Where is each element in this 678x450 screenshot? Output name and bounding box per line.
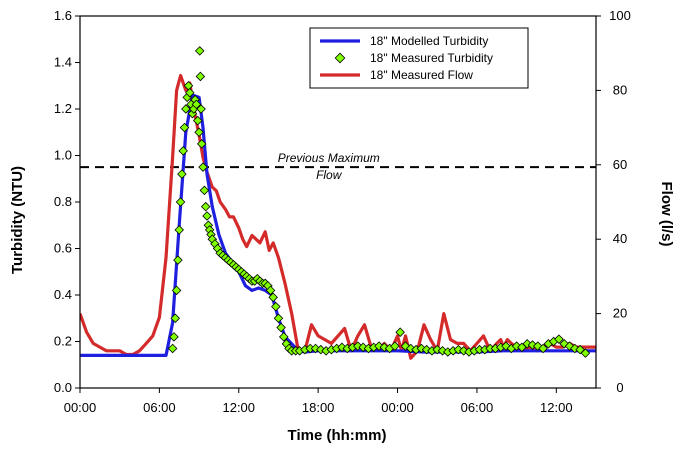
y-left-tick-label: 1.0 bbox=[54, 148, 72, 163]
measured-turbidity-point bbox=[195, 71, 206, 82]
x-axis-title: Time (hh:mm) bbox=[288, 427, 387, 444]
measured-turbidity-point bbox=[194, 46, 205, 56]
measured-turbidity-point bbox=[192, 115, 203, 126]
legend-box bbox=[309, 27, 529, 89]
x-tick-label: 06:00 bbox=[461, 400, 494, 415]
measured-turbidity-point bbox=[185, 87, 195, 98]
measured-turbidity-point bbox=[196, 139, 207, 149]
measured-turbidity-point bbox=[390, 341, 400, 351]
y-left-tick-label: 0.4 bbox=[54, 287, 72, 302]
measured-turbidity-point bbox=[273, 313, 284, 324]
measured-turbidity-point bbox=[196, 104, 206, 114]
series-layer bbox=[80, 46, 596, 360]
measured-turbidity-point bbox=[169, 332, 179, 342]
measured-turbidity-point bbox=[170, 313, 181, 324]
legend-label-0: 18" Modelled Turbidity bbox=[370, 34, 488, 48]
reference-line-layer: Previous Maximum Flow bbox=[80, 151, 596, 182]
series-line-2 bbox=[80, 73, 596, 360]
measured-turbidity-point bbox=[570, 343, 580, 354]
y-axis-left-title: Turbidity (NTU) bbox=[9, 166, 26, 274]
measured-turbidity-point bbox=[200, 201, 211, 212]
y-left-tick-label: 0.2 bbox=[54, 334, 72, 349]
measured-turbidity-point bbox=[171, 285, 182, 296]
measured-turbidity-point bbox=[522, 339, 532, 349]
measured-turbidity-point bbox=[194, 127, 204, 138]
measured-turbidity-point bbox=[199, 185, 210, 196]
measured-turbidity-point bbox=[265, 285, 276, 296]
y-left-tick-label: 0.6 bbox=[54, 241, 72, 256]
y-right-tick-label: 100 bbox=[609, 8, 631, 23]
y-left-tick-label: 0.0 bbox=[54, 380, 72, 395]
y-right-tick-label: 80 bbox=[613, 82, 627, 97]
y-right-tick-label: 0 bbox=[616, 380, 623, 395]
measured-turbidity-point bbox=[175, 197, 186, 207]
measured-turbidity-point bbox=[198, 162, 208, 172]
measured-turbidity-point bbox=[278, 332, 289, 342]
x-tick-label: 18:00 bbox=[302, 400, 335, 415]
x-tick-label: 12:00 bbox=[222, 400, 255, 415]
y-left-tick-label: 0.8 bbox=[54, 194, 72, 209]
measured-turbidity-point bbox=[191, 99, 202, 110]
y-axis-right-title: Flow (l/s) bbox=[658, 182, 675, 247]
y-right-tick-label: 40 bbox=[613, 231, 627, 246]
x-tick-label: 12:00 bbox=[540, 400, 573, 415]
measured-turbidity-point bbox=[181, 104, 191, 114]
reference-line-label-2: Flow bbox=[316, 168, 343, 182]
measured-turbidity-point bbox=[167, 343, 178, 354]
measured-turbidity-point bbox=[202, 211, 212, 221]
measured-turbidity-point bbox=[580, 348, 591, 358]
measured-turbidity-point bbox=[511, 341, 522, 351]
y-left-tick-label: 1.2 bbox=[54, 101, 72, 116]
reference-line-label-1: Previous Maximum bbox=[278, 151, 380, 165]
y-left-tick-label: 1.6 bbox=[54, 8, 72, 23]
measured-turbidity-point bbox=[178, 146, 188, 156]
measured-turbidity-point bbox=[533, 341, 543, 351]
legend-label-2: 18" Measured Flow bbox=[370, 68, 473, 82]
measured-turbidity-point bbox=[276, 322, 286, 333]
y-right-tick-label: 20 bbox=[613, 306, 627, 321]
measured-turbidity-point bbox=[179, 122, 190, 133]
measured-turbidity-point bbox=[559, 339, 570, 349]
measured-turbidity-point bbox=[538, 343, 548, 354]
x-tick-label: 00:00 bbox=[64, 400, 97, 415]
legend-swatch-1 bbox=[334, 52, 346, 64]
measured-turbidity-point bbox=[173, 255, 183, 265]
legend: 18" Modelled Turbidity 18" Measured Turbi… bbox=[309, 27, 529, 89]
y-left-tick-label: 1.4 bbox=[54, 55, 72, 70]
y-right-tick-label: 60 bbox=[613, 157, 627, 172]
legend-label-1: 18" Measured Turbidity bbox=[370, 51, 493, 65]
series-line-0 bbox=[80, 93, 596, 357]
axes-layer: 0.0 0.2 0.4 0.6 0.8 1.0 1.2 1.4 1.6 0 20 40 60 80 100 0… bbox=[54, 8, 631, 415]
measured-turbidity-point bbox=[177, 169, 187, 179]
measured-turbidity-point bbox=[554, 334, 564, 344]
measured-turbidity-point bbox=[395, 327, 405, 337]
x-tick-label: 06:00 bbox=[143, 400, 176, 415]
x-tick-label: 00:00 bbox=[381, 400, 414, 415]
measured-turbidity-point bbox=[271, 301, 281, 312]
measured-turbidity-point bbox=[268, 292, 278, 303]
measured-turbidity-point bbox=[575, 344, 585, 355]
measured-turbidity-point bbox=[174, 225, 184, 235]
